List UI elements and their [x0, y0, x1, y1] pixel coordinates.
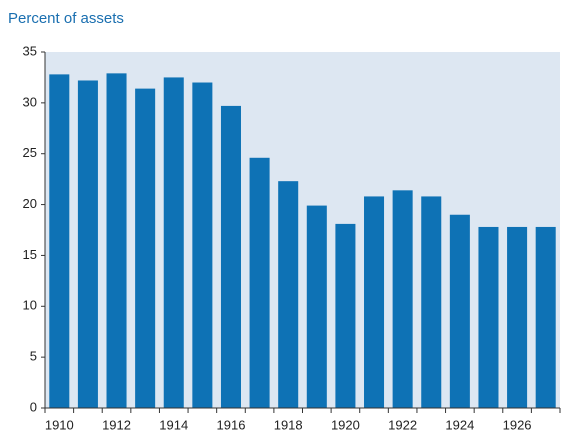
bar — [220, 105, 241, 408]
plot-background — [45, 52, 560, 408]
bar — [335, 223, 356, 408]
x-tick-label: 1912 — [102, 417, 131, 432]
bar — [449, 214, 470, 408]
bar — [249, 157, 270, 408]
bar — [507, 226, 528, 408]
y-tick-label: 15 — [23, 247, 37, 262]
x-tick-label: 1916 — [217, 417, 246, 432]
x-tick-label: 1920 — [331, 417, 360, 432]
y-tick-label: 25 — [23, 145, 37, 160]
x-tick-label: 1910 — [45, 417, 74, 432]
chart-title: Percent of assets — [8, 10, 124, 27]
x-tick-label: 1914 — [159, 417, 188, 432]
bar — [106, 73, 127, 409]
bar — [192, 82, 213, 408]
bar — [478, 226, 499, 408]
bar — [135, 88, 156, 409]
bar — [364, 196, 385, 408]
x-tick-label: 1918 — [274, 417, 303, 432]
bar — [306, 205, 327, 408]
y-tick-label: 0 — [30, 399, 37, 414]
bar — [392, 190, 413, 408]
bar — [278, 181, 299, 408]
x-tick-label: 1926 — [503, 417, 532, 432]
bar — [535, 226, 556, 408]
bar — [49, 74, 70, 409]
x-tick-label: 1924 — [445, 417, 474, 432]
bar — [77, 80, 98, 408]
y-tick-label: 30 — [23, 94, 37, 109]
x-tick-label: 1922 — [388, 417, 417, 432]
y-tick-label: 10 — [23, 298, 37, 313]
bar — [421, 196, 442, 408]
y-tick-label: 20 — [23, 196, 37, 211]
bar — [163, 77, 184, 408]
y-tick-label: 5 — [30, 349, 37, 364]
y-tick-label: 35 — [23, 43, 37, 58]
